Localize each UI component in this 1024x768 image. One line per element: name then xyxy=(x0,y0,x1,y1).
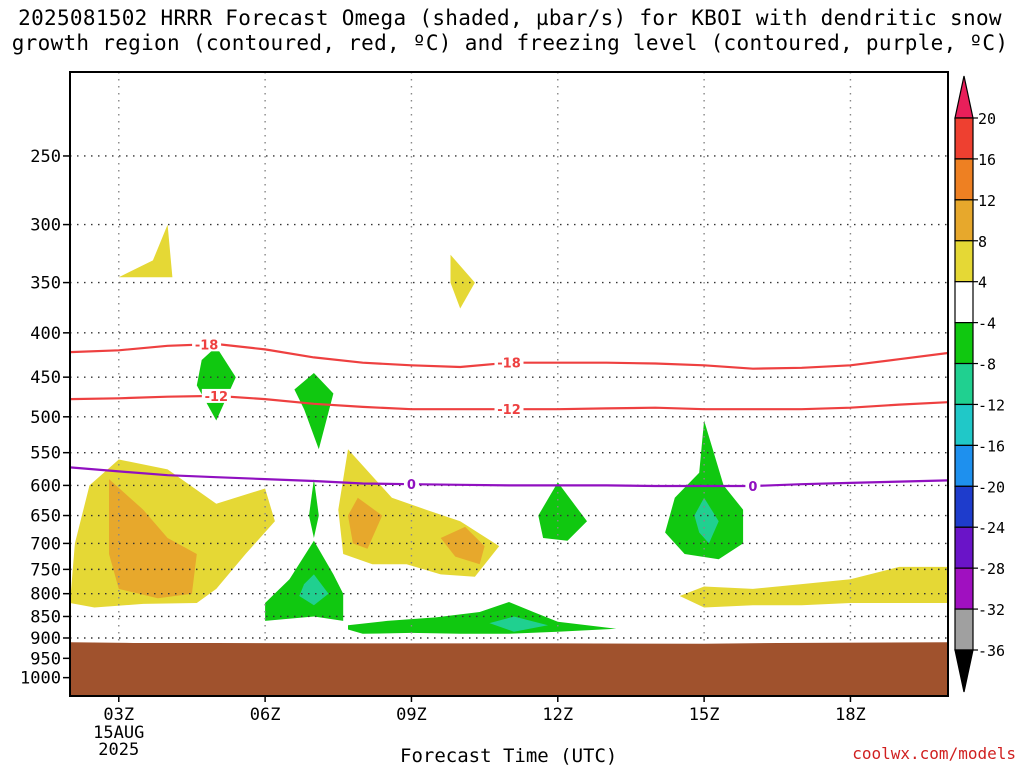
omega-region-16 xyxy=(538,482,587,541)
contour-label-bg xyxy=(192,337,222,352)
y-tick-label-550: 550 xyxy=(30,444,61,464)
omega-region-13 xyxy=(299,574,329,606)
x-axis-title: Forecast Time (UTC) xyxy=(400,745,618,767)
colorbar-label-3: 12 xyxy=(978,192,996,210)
colorbar-segment-4 xyxy=(954,240,974,283)
colorbar-label-7: -8 xyxy=(978,356,996,374)
y-tick-label-850: 850 xyxy=(30,607,61,627)
omega-region-4 xyxy=(348,497,383,549)
colorbar-label-5: 4 xyxy=(978,274,987,292)
x-tick-label-09Z: 09Z xyxy=(396,705,427,725)
colorbar-label-6: -4 xyxy=(978,315,996,333)
y-tick-label-350: 350 xyxy=(30,274,61,294)
colorbar-bottom-arrow xyxy=(954,649,974,693)
x-tick-label-18Z: 18Z xyxy=(835,705,866,725)
contour-label-bg xyxy=(494,355,524,370)
colorbar-label-1: 20 xyxy=(978,110,996,128)
y-tick-label-600: 600 xyxy=(30,476,61,496)
y-axis-ticks: 2503003504004505005506006507007508008509… xyxy=(20,147,70,689)
y-tick-label-250: 250 xyxy=(30,147,61,167)
omega-region-10 xyxy=(294,373,334,450)
chart-title-line-1: 2025081502 HRRR Forecast Omega (shaded, … xyxy=(18,6,1002,30)
x-tick-label-03Z: 03Z xyxy=(103,705,134,725)
omega-region-15 xyxy=(489,616,548,632)
omega-region-17 xyxy=(665,420,744,560)
x-date-label-1: 15AUG xyxy=(93,723,144,743)
colorbar-segment-2 xyxy=(954,158,974,201)
terrain-fill xyxy=(70,642,948,696)
colorbar-label-4: 8 xyxy=(978,233,987,251)
contour-label-bg xyxy=(201,388,231,403)
omega-region-5 xyxy=(440,526,485,565)
y-tick-label-400: 400 xyxy=(30,324,61,344)
omega-region-14 xyxy=(348,602,617,634)
omega-region-12 xyxy=(265,540,344,621)
x-tick-label-15Z: 15Z xyxy=(689,705,720,725)
contour-label--12-1: -12 xyxy=(497,403,521,418)
omega-region-11 xyxy=(309,479,319,538)
chart-title-line-2: growth region (contoured, red, ºC) and f… xyxy=(11,31,1009,55)
colorbar-segment-11 xyxy=(954,526,974,569)
colorbar-segment-3 xyxy=(954,199,974,242)
contour-label--18-2: -18 xyxy=(195,338,219,353)
colorbar-label-12: -28 xyxy=(978,560,1005,578)
colorbar-label-10: -20 xyxy=(978,478,1005,496)
omega-shaded-regions xyxy=(70,224,948,634)
contour-label-bg xyxy=(745,479,761,494)
contour-label-bg xyxy=(403,477,419,492)
colorbar-top-arrow xyxy=(954,75,974,119)
y-tick-label-500: 500 xyxy=(30,408,61,428)
contour-line-0 xyxy=(70,466,948,488)
y-tick-label-900: 900 xyxy=(30,629,61,649)
colorbar-legend: 20 16 12 8 4 -4 -8 -12 -16 -20 -24 -28 -32 -36 xyxy=(954,75,1005,693)
colorbar-segment-8 xyxy=(954,403,974,446)
colorbar-segment-9 xyxy=(954,444,974,487)
colorbar-segment-10 xyxy=(954,485,974,528)
omega-region-7 xyxy=(450,254,475,309)
omega-region-9 xyxy=(196,346,236,421)
contour-label-0-1: 0 xyxy=(407,478,416,493)
x-tick-label-06Z: 06Z xyxy=(250,705,281,725)
y-tick-label-800: 800 xyxy=(30,585,61,605)
colorbar-segment-7 xyxy=(954,362,974,406)
colorbar-segment-13 xyxy=(954,608,974,651)
y-tick-label-750: 750 xyxy=(30,560,61,580)
colorbar-label-2: 16 xyxy=(978,151,996,169)
colorbar-segment-1 xyxy=(954,117,974,160)
colorbar-label-13: -32 xyxy=(978,601,1005,619)
omega-region-18 xyxy=(694,497,719,544)
colorbar-label-14: -36 xyxy=(978,642,1005,660)
colorbar-segment-6 xyxy=(954,322,974,365)
y-tick-label-950: 950 xyxy=(30,649,61,669)
chart-title: 2025081502 HRRR Forecast Omega (shaded, … xyxy=(0,6,1020,56)
temperature-contours: -18 -18 -12 -12 0 0 xyxy=(70,337,948,495)
colorbar-label-8: -12 xyxy=(978,396,1005,414)
y-tick-label-450: 450 xyxy=(30,368,61,388)
contour-label-bg xyxy=(494,402,524,417)
contour-label-0-2: 0 xyxy=(748,480,757,495)
omega-region-2 xyxy=(109,479,197,599)
credit-link[interactable]: coolwx.com/models xyxy=(852,744,1016,763)
omega-region-6 xyxy=(118,224,173,278)
y-tick-label-300: 300 xyxy=(30,216,61,236)
contour-label--18-1: -18 xyxy=(497,357,521,372)
y-tick-label-700: 700 xyxy=(30,534,61,554)
x-date-label-2: 2025 xyxy=(98,740,139,760)
x-tick-label-12Z: 12Z xyxy=(542,705,573,725)
y-tick-label-1000: 1000 xyxy=(20,669,61,689)
y-tick-label-650: 650 xyxy=(30,507,61,527)
contour-label--12-2: -12 xyxy=(205,390,229,405)
colorbar-segment-5 xyxy=(954,281,974,324)
omega-region-8 xyxy=(679,566,948,608)
terrain-layer xyxy=(70,642,948,696)
plot-frame xyxy=(69,71,949,697)
colorbar-label-9: -16 xyxy=(978,437,1005,455)
colorbar-label-11: -24 xyxy=(978,519,1005,537)
colorbar-segment-12 xyxy=(954,567,974,610)
